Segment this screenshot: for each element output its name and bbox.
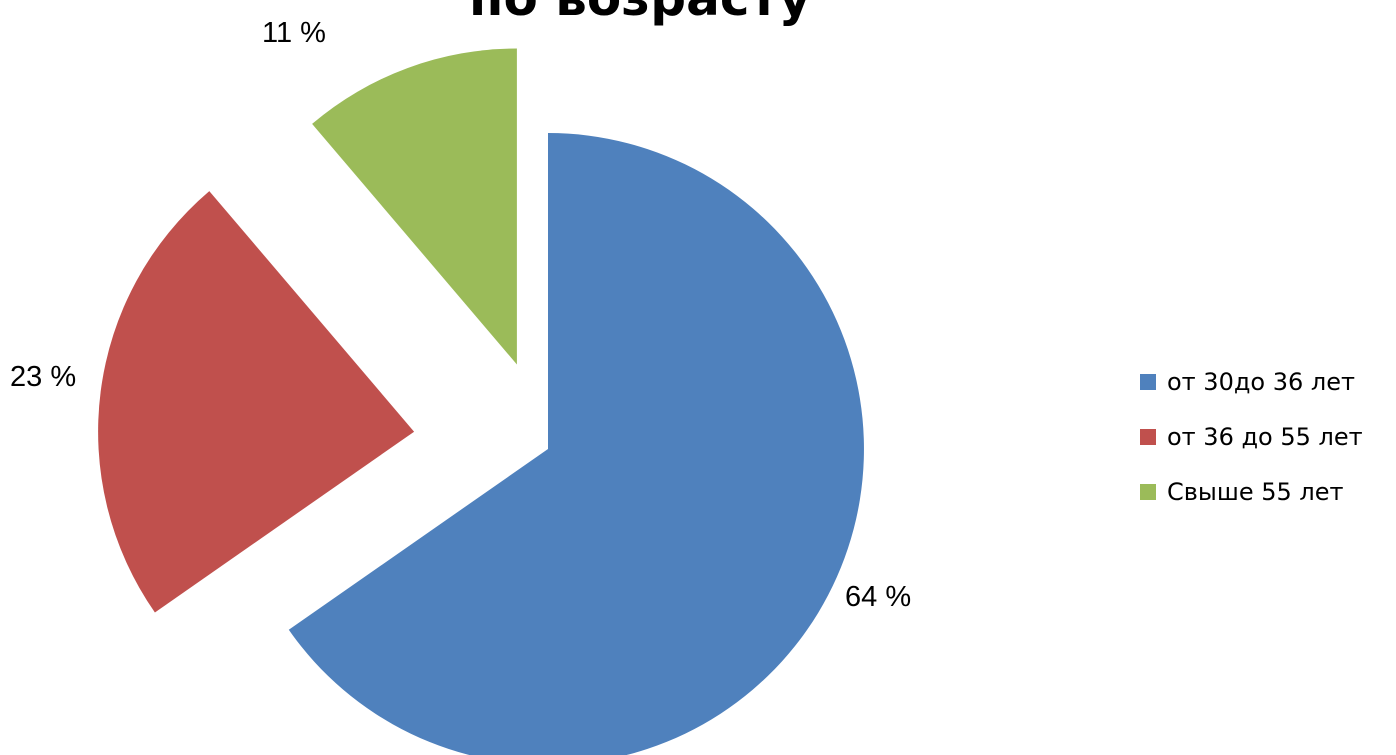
legend-swatch-series-1 <box>1140 374 1156 390</box>
legend-label-series-2: от 36 до 55 лет <box>1167 423 1363 451</box>
legend-item-series-2: от 36 до 55 лет <box>1140 419 1363 455</box>
pie-slice-3 <box>312 48 517 365</box>
data-label-2: 23 % <box>10 361 76 393</box>
legend-swatch-series-3 <box>1140 484 1156 500</box>
data-label-1: 64 % <box>845 581 911 613</box>
chart-title: по возрасту <box>440 0 840 28</box>
pie-slice-1 <box>288 133 864 755</box>
legend-item-series-1: от 30до 36 лет <box>1140 364 1363 400</box>
legend-label-series-3: Свыше 55 лет <box>1167 478 1344 506</box>
pie-slice-2 <box>98 191 415 613</box>
legend: от 30до 36 лет от 36 до 55 лет Свыше 55 … <box>1140 364 1363 529</box>
legend-swatch-series-2 <box>1140 429 1156 445</box>
data-label-3: 11 % <box>262 17 326 49</box>
legend-label-series-1: от 30до 36 лет <box>1167 368 1355 396</box>
legend-item-series-3: Свыше 55 лет <box>1140 474 1363 510</box>
